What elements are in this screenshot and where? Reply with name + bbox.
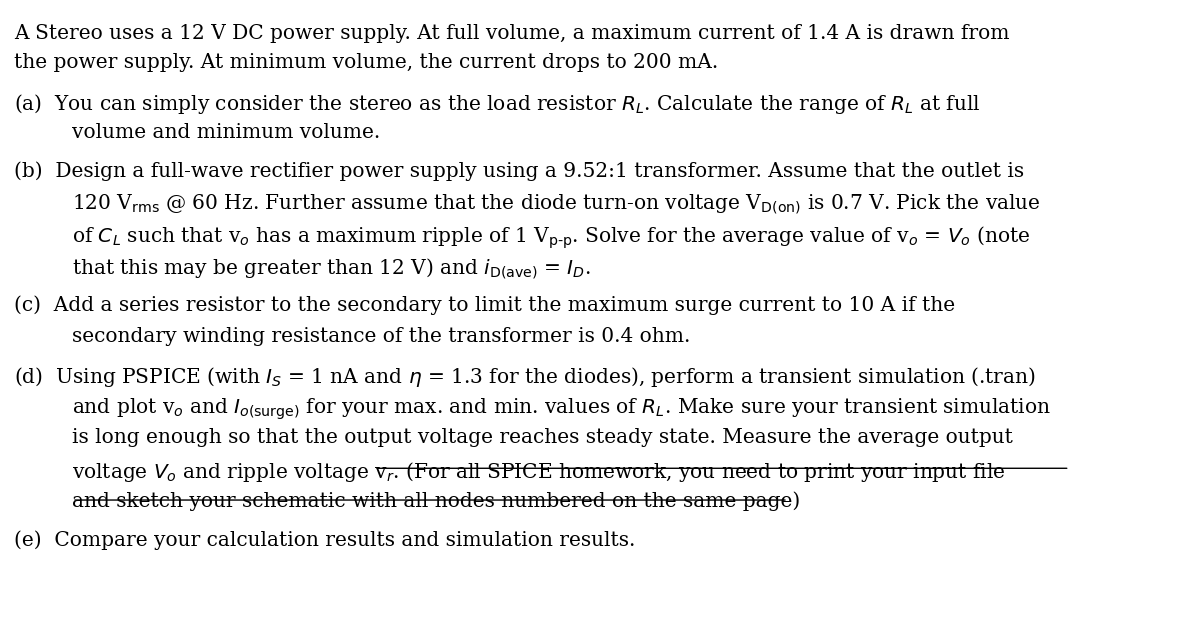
Text: the power supply. At minimum volume, the current drops to 200 mA.: the power supply. At minimum volume, the… — [14, 54, 719, 73]
Text: and sketch your schematic with all nodes numbered on the same page): and sketch your schematic with all nodes… — [72, 492, 800, 512]
Text: of $C_L$ such that v$_o$ has a maximum ripple of 1 V$_{\mathrm{p\text{-}p}}$. So: of $C_L$ such that v$_o$ has a maximum r… — [72, 225, 1031, 251]
Text: secondary winding resistance of the transformer is 0.4 ohm.: secondary winding resistance of the tran… — [72, 327, 690, 346]
Text: (e)  Compare your calculation results and simulation results.: (e) Compare your calculation results and… — [14, 530, 636, 549]
Text: that this may be greater than 12 V) and $i_{\mathrm{D(ave)}}$ = $I_D$.: that this may be greater than 12 V) and … — [72, 256, 590, 281]
Text: is long enough so that the output voltage reaches steady state. Measure the aver: is long enough so that the output voltag… — [72, 428, 1013, 447]
Text: voltage $V_o$ and ripple voltage v$_r$. (For all SPICE homework, you need to pri: voltage $V_o$ and ripple voltage v$_r$. … — [72, 460, 1006, 484]
Text: (c)  Add a series resistor to the secondary to limit the maximum surge current t: (c) Add a series resistor to the seconda… — [14, 295, 955, 315]
Text: and plot v$_o$ and $I_{o(\mathrm{surge})}$ for your max. and min. values of $R_L: and plot v$_o$ and $I_{o(\mathrm{surge})… — [72, 396, 1051, 422]
Text: 120 V$_{\mathrm{rms}}$ @ 60 Hz. Further assume that the diode turn-on voltage V$: 120 V$_{\mathrm{rms}}$ @ 60 Hz. Further … — [72, 193, 1040, 216]
Text: (d)  Using PSPICE (with $I_S$ = 1 nA and $\eta$ = 1.3 for the diodes), perform a: (d) Using PSPICE (with $I_S$ = 1 nA and … — [14, 365, 1036, 389]
Text: (a)  You can simply consider the stereo as the load resistor $R_L$. Calculate th: (a) You can simply consider the stereo a… — [14, 92, 980, 115]
Text: (b)  Design a full-wave rectifier power supply using a 9.52:1 transformer. Assum: (b) Design a full-wave rectifier power s… — [14, 161, 1025, 181]
Text: volume and minimum volume.: volume and minimum volume. — [72, 123, 380, 142]
Text: A Stereo uses a 12 V DC power supply. At full volume, a maximum current of 1.4 A: A Stereo uses a 12 V DC power supply. At… — [14, 24, 1010, 43]
